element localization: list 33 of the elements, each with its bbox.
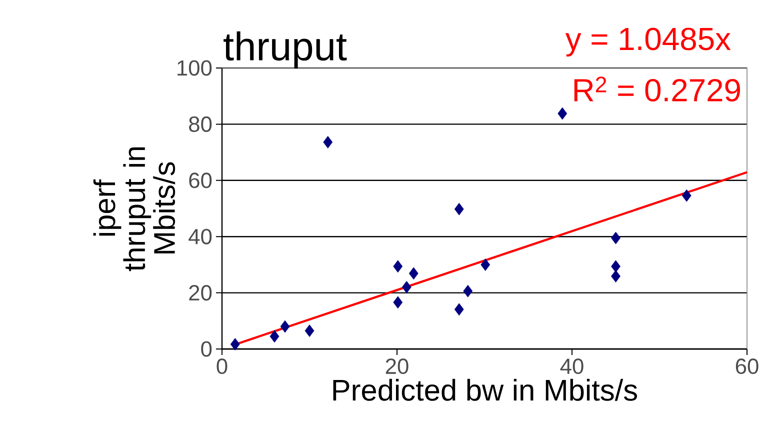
point <box>408 267 418 280</box>
x-tick-label: 20 <box>386 358 408 374</box>
point <box>611 232 620 244</box>
annotation: R$^{2}$ = 0.2729 <box>574 76 740 102</box>
point <box>463 284 473 298</box>
text: y = 1.0485x <box>565 28 731 57</box>
chart-title: thruput <box>224 31 347 68</box>
point <box>304 324 314 337</box>
y-tick-label: 0 <box>201 341 212 357</box>
y-tick-label: 20 <box>189 285 212 301</box>
x-tick-label: 0 <box>216 358 228 374</box>
y-tick-label: 40 <box>188 228 212 244</box>
point <box>402 280 412 294</box>
point <box>454 202 464 216</box>
x-tick-label: 40 <box>560 358 584 374</box>
point <box>454 303 464 316</box>
y-tick-label: 100 <box>178 60 212 76</box>
y-axis-title: iperf thruput in Mbits/s <box>93 147 176 272</box>
point <box>270 330 280 343</box>
x-axis-title: Predicted bw in Mbits/s <box>333 378 638 401</box>
point <box>280 320 290 333</box>
point <box>558 107 568 120</box>
point <box>393 296 403 309</box>
y-tick-label: 60 <box>189 172 212 188</box>
point <box>611 260 620 273</box>
point <box>611 270 620 282</box>
point <box>480 258 490 271</box>
x-tick-label: 60 <box>736 358 758 374</box>
point <box>682 189 692 202</box>
point <box>230 338 240 350</box>
y-tick-label: 80 <box>189 116 212 132</box>
point <box>393 260 403 273</box>
point <box>323 136 333 148</box>
